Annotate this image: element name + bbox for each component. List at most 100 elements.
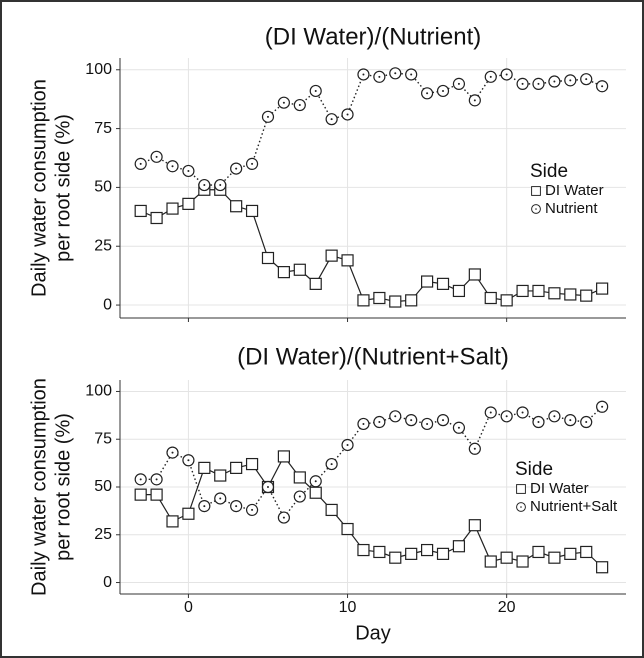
marker [580, 415, 593, 429]
marker-dot [489, 411, 492, 414]
x-tick-label: 10 [339, 599, 357, 616]
marker [214, 178, 227, 192]
marker [532, 415, 545, 429]
marker-dot [553, 80, 556, 83]
marker [277, 511, 290, 524]
marker-dot [505, 73, 508, 76]
x-tick-label: 0 [184, 599, 193, 616]
marker-dot [235, 167, 238, 170]
marker [134, 488, 147, 501]
marker [516, 484, 526, 494]
marker [436, 414, 450, 427]
marker-dot [569, 419, 572, 422]
marker-dot [155, 478, 158, 481]
marker [532, 77, 545, 90]
marker-dot [282, 101, 285, 104]
marker [150, 211, 163, 225]
marker [309, 84, 322, 98]
marker-dot [521, 82, 524, 85]
marker [198, 461, 211, 474]
marker-dot [346, 443, 349, 446]
marker-dot [442, 419, 445, 422]
legend-label: Nutrient [545, 200, 598, 217]
marker [548, 287, 561, 300]
marker [309, 475, 322, 488]
marker-dot [203, 184, 206, 187]
marker [261, 480, 275, 494]
marker [532, 545, 545, 559]
marker [293, 98, 306, 112]
marker [214, 469, 227, 482]
legend-key [531, 204, 541, 214]
marker [564, 288, 577, 301]
marker [230, 200, 243, 213]
marker-dot [553, 415, 556, 418]
marker-dot [601, 85, 604, 88]
marker [484, 555, 497, 568]
marker [230, 162, 243, 175]
marker-dot [330, 463, 333, 466]
marker-dot [171, 451, 174, 454]
marker [548, 410, 561, 423]
marker [531, 204, 541, 214]
x-tick-label: 20 [498, 599, 516, 616]
marker-dot [410, 73, 413, 76]
marker-dot [585, 421, 588, 424]
y-axis-label: Daily water consumption [28, 378, 50, 596]
marker [531, 186, 541, 196]
marker [468, 268, 481, 281]
marker [421, 275, 434, 288]
marker [182, 507, 195, 520]
marker [405, 68, 418, 81]
marker [182, 454, 195, 467]
marker [580, 289, 593, 302]
marker-dot [362, 73, 365, 76]
marker-dot [187, 169, 190, 172]
marker [548, 75, 561, 88]
marker-dot [378, 421, 381, 424]
marker [373, 291, 386, 305]
marker [245, 457, 259, 471]
marker-dot [521, 411, 524, 414]
marker [516, 77, 529, 90]
marker-dot [139, 478, 142, 481]
marker [421, 417, 434, 431]
marker-dot [251, 162, 254, 165]
marker [166, 202, 179, 215]
legend-key [516, 502, 526, 512]
marker-dot [203, 505, 206, 508]
y-axis-label: per root side (%) [52, 114, 74, 262]
marker [580, 545, 593, 559]
marker [373, 415, 386, 429]
marker [500, 410, 513, 423]
y-tick-label: 25 [94, 237, 112, 254]
marker [341, 522, 354, 536]
marker-dot [266, 115, 269, 118]
y-tick-label: 75 [94, 430, 112, 447]
marker [596, 561, 609, 574]
marker-dot [410, 419, 413, 422]
marker [357, 68, 370, 81]
marker [245, 204, 259, 218]
marker-dot [219, 184, 222, 187]
marker-dot [473, 447, 476, 450]
marker [484, 70, 497, 83]
marker [436, 277, 450, 290]
marker [357, 417, 370, 431]
marker [452, 421, 466, 434]
marker [325, 113, 338, 126]
y-tick-label: 0 [103, 574, 112, 591]
marker [405, 294, 418, 307]
marker [309, 486, 322, 499]
marker [389, 67, 402, 80]
marker-dot [314, 480, 317, 483]
marker [516, 406, 529, 419]
marker [293, 263, 306, 276]
y-tick-label: 25 [94, 526, 112, 543]
marker [325, 249, 338, 262]
marker-dot [601, 405, 604, 408]
marker [580, 73, 593, 86]
marker [516, 284, 529, 298]
